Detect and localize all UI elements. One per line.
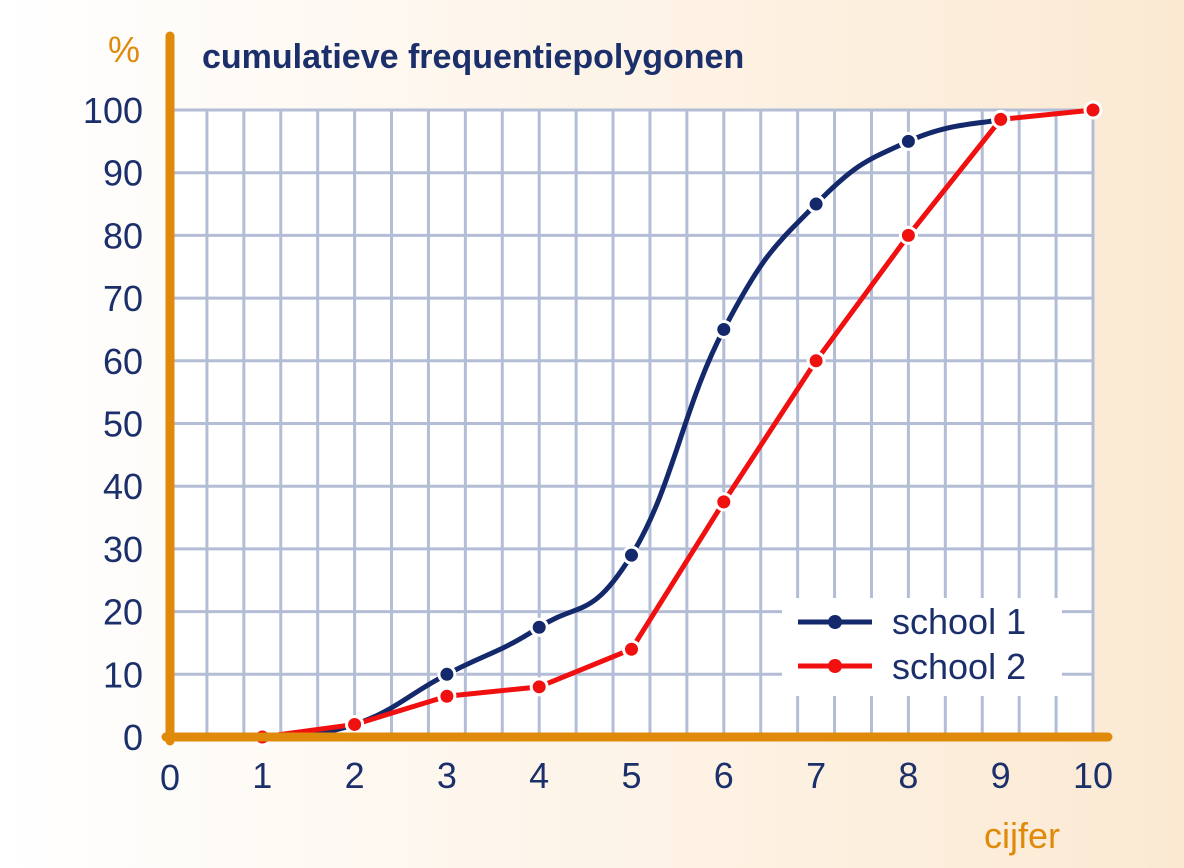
legend-label: school 1 <box>892 601 1026 642</box>
x-tick-label: 5 <box>621 755 641 796</box>
data-point <box>714 319 734 339</box>
series-layer <box>252 100 1103 747</box>
data-point <box>437 686 457 706</box>
y-tick-labels: 0 10 20 30 40 50 60 70 80 90 100 <box>83 90 143 758</box>
x-tick-label: 4 <box>529 755 549 796</box>
data-point <box>1083 100 1103 120</box>
x-tick-label: 6 <box>714 755 734 796</box>
data-point <box>529 677 549 697</box>
x-tick-label: 1 <box>252 755 272 796</box>
x-tick-label: 2 <box>345 755 365 796</box>
y-tick-label: 50 <box>103 404 143 445</box>
x-tick-label: 3 <box>437 755 457 796</box>
legend-label: school 2 <box>892 646 1026 687</box>
x-tick-label: 10 <box>1073 755 1113 796</box>
chart-title: cumulatieve frequentiepolygonen <box>202 38 744 76</box>
x-origin-label: 0 <box>160 757 180 798</box>
legend-marker <box>828 615 842 629</box>
x-tick-label: 8 <box>898 755 918 796</box>
x-tick-labels: 1 2 3 4 5 6 7 8 9 10 <box>252 755 1113 796</box>
y-tick-label: 90 <box>103 153 143 194</box>
legend-item-school-2: school 2 <box>798 646 1026 687</box>
y-tick-label: 0 <box>123 717 143 758</box>
data-point <box>622 639 641 659</box>
series-line <box>259 107 1096 740</box>
y-tick-label: 10 <box>103 654 143 695</box>
x-tick-label: 7 <box>806 755 826 796</box>
y-axis-label: % <box>108 29 140 70</box>
series-line <box>259 116 1004 740</box>
series-school-1 <box>259 116 1004 740</box>
y-tick-label: 30 <box>103 529 143 570</box>
data-point <box>622 545 641 565</box>
y-tick-label: 20 <box>103 592 143 633</box>
data-point <box>898 131 918 151</box>
data-point <box>437 664 457 684</box>
data-point <box>991 109 1011 129</box>
axes <box>161 31 1113 746</box>
y-tick-label: 60 <box>103 341 143 382</box>
legend-box <box>782 598 1062 696</box>
legend-marker <box>828 659 842 673</box>
data-point <box>898 225 918 245</box>
y-tick-label: 40 <box>103 466 143 507</box>
data-point <box>529 617 549 637</box>
data-point <box>714 492 734 512</box>
x-tick-label: 9 <box>991 755 1011 796</box>
y-tick-label: 80 <box>103 215 143 256</box>
x-axis-label: cijfer <box>984 815 1060 856</box>
legend: school 1 school 2 <box>782 598 1062 696</box>
data-point <box>806 194 826 214</box>
y-tick-label: 100 <box>83 90 143 131</box>
legend-item-school-1: school 1 <box>798 601 1026 642</box>
data-point <box>345 714 365 734</box>
series-school-2 <box>259 107 1096 740</box>
data-point <box>806 351 826 371</box>
y-tick-label: 70 <box>103 278 143 319</box>
